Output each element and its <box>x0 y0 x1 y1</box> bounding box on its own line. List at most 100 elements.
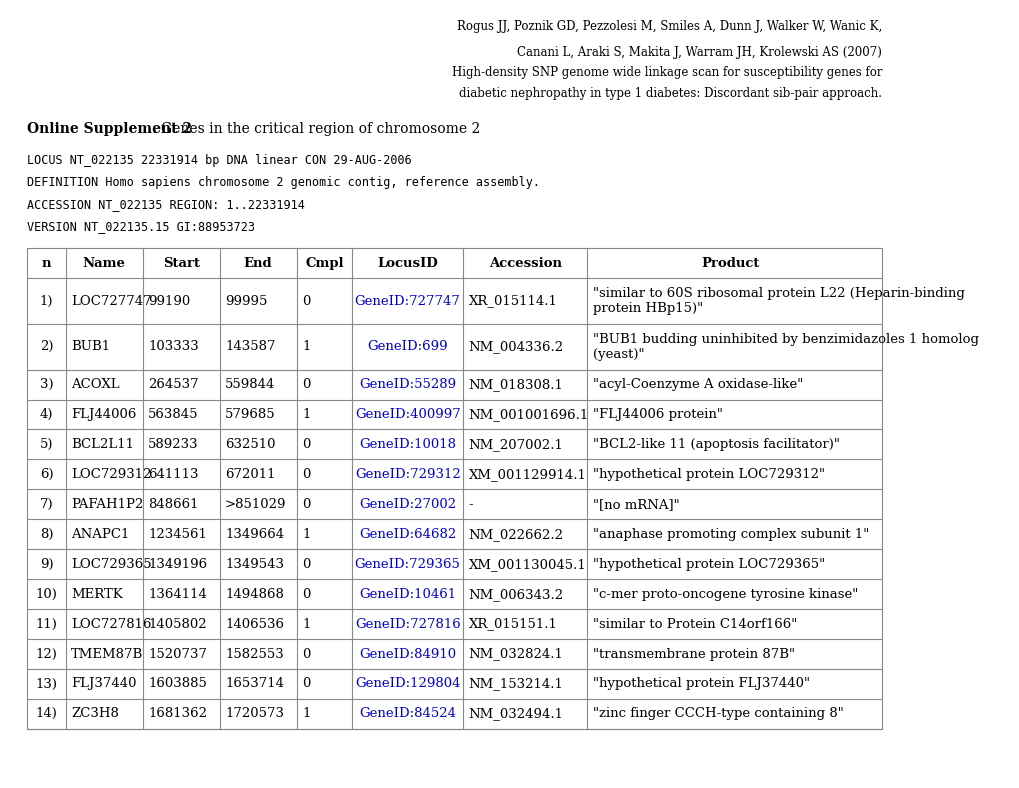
Text: FLJ37440: FLJ37440 <box>71 678 137 690</box>
Text: LOCUS NT_022135 22331914 bp DNA linear CON 29-AUG-2006: LOCUS NT_022135 22331914 bp DNA linear C… <box>28 154 412 166</box>
Text: 1: 1 <box>302 528 310 541</box>
Text: "zinc finger CCCH-type containing 8": "zinc finger CCCH-type containing 8" <box>592 708 843 720</box>
Text: End: End <box>244 257 272 269</box>
Text: ACCESSION NT_022135 REGION: 1..22331914: ACCESSION NT_022135 REGION: 1..22331914 <box>28 198 305 210</box>
Text: Product: Product <box>700 257 759 269</box>
Text: "hypothetical protein LOC729312": "hypothetical protein LOC729312" <box>592 468 823 481</box>
Text: 632510: 632510 <box>225 438 275 451</box>
Text: 1349196: 1349196 <box>148 558 207 571</box>
Text: XR_015151.1: XR_015151.1 <box>468 618 557 630</box>
Text: 1: 1 <box>302 408 310 421</box>
Text: GeneID:10018: GeneID:10018 <box>359 438 455 451</box>
Text: XM_001129914.1: XM_001129914.1 <box>468 468 586 481</box>
Text: "hypothetical protein FLJ37440": "hypothetical protein FLJ37440" <box>592 678 809 690</box>
Text: BCL2L11: BCL2L11 <box>71 438 135 451</box>
Text: 5): 5) <box>40 438 53 451</box>
Text: "BCL2-like 11 (apoptosis facilitator)": "BCL2-like 11 (apoptosis facilitator)" <box>592 438 839 451</box>
Text: 1364114: 1364114 <box>148 588 207 600</box>
Text: 99190: 99190 <box>148 295 191 307</box>
Text: 0: 0 <box>302 648 310 660</box>
Text: NM_001001696.1: NM_001001696.1 <box>468 408 588 421</box>
Text: GeneID:400997: GeneID:400997 <box>355 408 460 421</box>
Text: "similar to Protein C14orf166": "similar to Protein C14orf166" <box>592 618 796 630</box>
Text: 6): 6) <box>40 468 53 481</box>
Text: : Genes in the critical region of chromosome 2: : Genes in the critical region of chromo… <box>152 122 480 136</box>
Text: 103333: 103333 <box>148 340 199 353</box>
Text: MERTK: MERTK <box>71 588 123 600</box>
Text: NM_018308.1: NM_018308.1 <box>468 378 562 391</box>
Text: NM_032494.1: NM_032494.1 <box>468 708 564 720</box>
Text: 848661: 848661 <box>148 498 199 511</box>
Text: 0: 0 <box>302 588 310 600</box>
Text: 1582553: 1582553 <box>225 648 283 660</box>
Text: GeneID:27002: GeneID:27002 <box>359 498 455 511</box>
Text: LOC727747: LOC727747 <box>71 295 152 307</box>
Text: 1: 1 <box>302 708 310 720</box>
Text: GeneID:729365: GeneID:729365 <box>355 558 461 571</box>
Text: 1: 1 <box>302 618 310 630</box>
Text: 0: 0 <box>302 438 310 451</box>
Text: High-density SNP genome wide linkage scan for susceptibility genes for: High-density SNP genome wide linkage sca… <box>451 66 881 79</box>
Text: 1406536: 1406536 <box>225 618 283 630</box>
Text: "c-mer proto-oncogene tyrosine kinase": "c-mer proto-oncogene tyrosine kinase" <box>592 588 857 600</box>
Text: Start: Start <box>162 257 200 269</box>
Text: TMEM87B: TMEM87B <box>71 648 144 660</box>
Text: 563845: 563845 <box>148 408 199 421</box>
Text: DEFINITION Homo sapiens chromosome 2 genomic contig, reference assembly.: DEFINITION Homo sapiens chromosome 2 gen… <box>28 176 540 188</box>
Text: 1720573: 1720573 <box>225 708 283 720</box>
Text: GeneID:699: GeneID:699 <box>367 340 447 353</box>
Text: NM_004336.2: NM_004336.2 <box>468 340 564 353</box>
Text: n: n <box>42 257 51 269</box>
Text: GeneID:84910: GeneID:84910 <box>359 648 455 660</box>
Text: 1405802: 1405802 <box>148 618 207 630</box>
Text: 1): 1) <box>40 295 53 307</box>
Text: FLJ44006: FLJ44006 <box>71 408 137 421</box>
Text: Rogus JJ, Poznik GD, Pezzolesi M, Smiles A, Dunn J, Walker W, Wanic K,: Rogus JJ, Poznik GD, Pezzolesi M, Smiles… <box>457 20 881 32</box>
Text: 672011: 672011 <box>225 468 275 481</box>
Text: XM_001130045.1: XM_001130045.1 <box>468 558 586 571</box>
Text: >851029: >851029 <box>225 498 286 511</box>
Text: 99995: 99995 <box>225 295 267 307</box>
Text: 641113: 641113 <box>148 468 199 481</box>
Text: 579685: 579685 <box>225 408 275 421</box>
Text: 1: 1 <box>302 340 310 353</box>
Text: 1234561: 1234561 <box>148 528 207 541</box>
Text: 1603885: 1603885 <box>148 678 207 690</box>
Bar <box>28 248 881 729</box>
Text: XR_015114.1: XR_015114.1 <box>468 295 557 307</box>
Text: GeneID:55289: GeneID:55289 <box>359 378 455 391</box>
Text: "hypothetical protein LOC729365": "hypothetical protein LOC729365" <box>592 558 824 571</box>
Text: 12): 12) <box>36 648 57 660</box>
Text: 2): 2) <box>40 340 53 353</box>
Text: NM_153214.1: NM_153214.1 <box>468 678 562 690</box>
Text: 14): 14) <box>36 708 57 720</box>
Text: 11): 11) <box>36 618 57 630</box>
Text: 1494868: 1494868 <box>225 588 283 600</box>
Text: 1349664: 1349664 <box>225 528 284 541</box>
Text: LOC729365: LOC729365 <box>71 558 152 571</box>
Text: GeneID:727816: GeneID:727816 <box>355 618 460 630</box>
Text: 0: 0 <box>302 558 310 571</box>
Text: 1681362: 1681362 <box>148 708 207 720</box>
Text: 0: 0 <box>302 678 310 690</box>
Text: GeneID:129804: GeneID:129804 <box>355 678 460 690</box>
Text: Online Supplement 2: Online Supplement 2 <box>28 122 193 136</box>
Text: "transmembrane protein 87B": "transmembrane protein 87B" <box>592 648 794 660</box>
Text: "BUB1 budding uninhibited by benzimidazoles 1 homolog
(yeast)": "BUB1 budding uninhibited by benzimidazo… <box>592 333 977 361</box>
Text: 4): 4) <box>40 408 53 421</box>
Text: 10): 10) <box>36 588 57 600</box>
Text: VERSION NT_022135.15 GI:88953723: VERSION NT_022135.15 GI:88953723 <box>28 220 255 232</box>
Text: 3): 3) <box>40 378 53 391</box>
Text: BUB1: BUB1 <box>71 340 110 353</box>
Text: 143587: 143587 <box>225 340 275 353</box>
Text: LOC727816: LOC727816 <box>71 618 152 630</box>
Text: NM_006343.2: NM_006343.2 <box>468 588 564 600</box>
Text: Accession: Accession <box>488 257 561 269</box>
Text: ZC3H8: ZC3H8 <box>71 708 119 720</box>
Text: 559844: 559844 <box>225 378 275 391</box>
Text: 9): 9) <box>40 558 53 571</box>
Text: diabetic nephropathy in type 1 diabetes: Discordant sib-pair approach.: diabetic nephropathy in type 1 diabetes:… <box>459 87 881 99</box>
Text: Canani L, Araki S, Makita J, Warram JH, Krolewski AS (2007): Canani L, Araki S, Makita J, Warram JH, … <box>517 46 881 58</box>
Text: NM_032824.1: NM_032824.1 <box>468 648 562 660</box>
Text: GeneID:84524: GeneID:84524 <box>359 708 455 720</box>
